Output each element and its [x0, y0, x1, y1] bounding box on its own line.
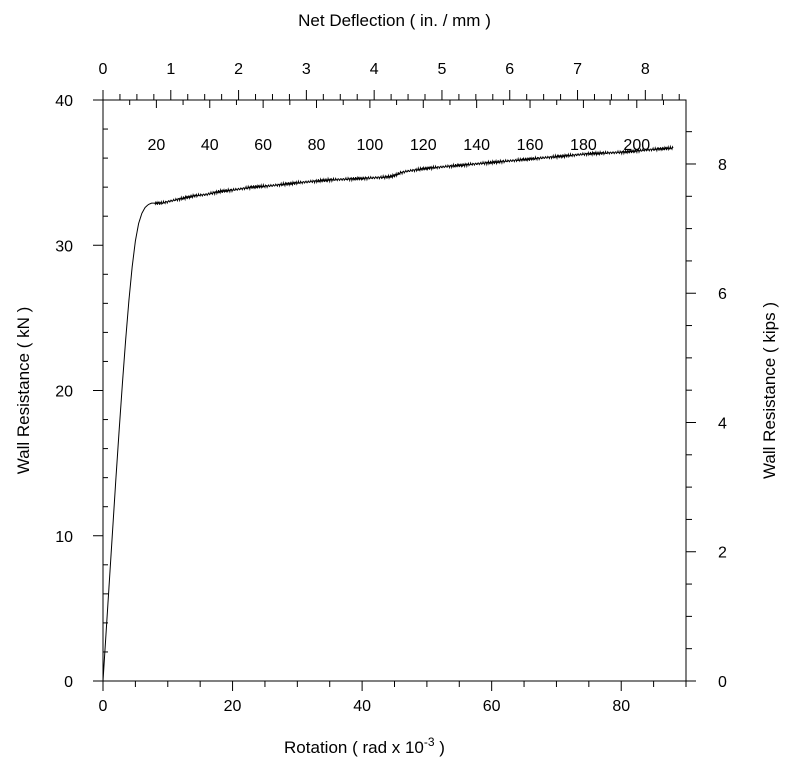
- y2-tick-label: 2: [718, 545, 727, 562]
- x2mm-tick-label: 60: [254, 137, 272, 154]
- x2in-tick-label: 3: [302, 61, 311, 78]
- x2in-tick-label: 1: [166, 61, 175, 78]
- y2-tick-label: 6: [718, 286, 727, 303]
- x2in-tick-label: 5: [438, 61, 447, 78]
- y-axis-title: Wall Resistance ( kN ): [14, 307, 33, 475]
- x-axis-title-main: Rotation ( rad x 10: [284, 738, 424, 757]
- x-tick-label: 40: [353, 698, 371, 715]
- x2mm-tick-label: 20: [147, 137, 165, 154]
- x2in-tick-label: 8: [641, 61, 650, 78]
- y2-axis-title: Wall Resistance ( kips ): [760, 302, 779, 479]
- x-axis-title-exponent: -3: [424, 735, 435, 749]
- x-axis-title: Rotation ( rad x 10-3 ): [284, 735, 445, 757]
- x-tick-label: 60: [483, 698, 501, 715]
- y2-tick-label: 8: [718, 157, 727, 174]
- y-tick-label: 20: [55, 384, 73, 401]
- x2mm-tick-label: 140: [463, 137, 490, 154]
- series-line-wall-resistance: [102, 144, 674, 682]
- x-tick-label: 20: [224, 698, 242, 715]
- x2mm-tick-label: 100: [357, 137, 384, 154]
- x2in-tick-label: 7: [573, 61, 582, 78]
- x2in-tick-label: 4: [370, 61, 379, 78]
- x2mm-tick-label: 180: [570, 137, 597, 154]
- y-tick-label: 40: [55, 93, 73, 110]
- x2in-tick-label: 0: [99, 61, 108, 78]
- y2-tick-label: 4: [718, 415, 727, 432]
- x2mm-tick-label: 40: [201, 137, 219, 154]
- x-tick-label: 0: [99, 698, 108, 715]
- x-axis-title-tail: ): [435, 738, 445, 757]
- x-tick-label: 80: [612, 698, 630, 715]
- x2in-tick-label: 6: [505, 61, 514, 78]
- x2mm-tick-label: 80: [308, 137, 326, 154]
- x2in-tick-label: 2: [234, 61, 243, 78]
- x2mm-tick-label: 160: [517, 137, 544, 154]
- ticks-group: [93, 90, 696, 691]
- y2-tick-label: 0: [718, 674, 727, 691]
- x2-axis-title: Net Deflection ( in. / mm ): [298, 11, 491, 30]
- y-tick-label: 0: [64, 674, 73, 691]
- y-tick-label: 30: [55, 238, 73, 255]
- y-tick-label: 10: [55, 529, 73, 546]
- x2mm-tick-label: 120: [410, 137, 437, 154]
- plot-area: [102, 99, 687, 682]
